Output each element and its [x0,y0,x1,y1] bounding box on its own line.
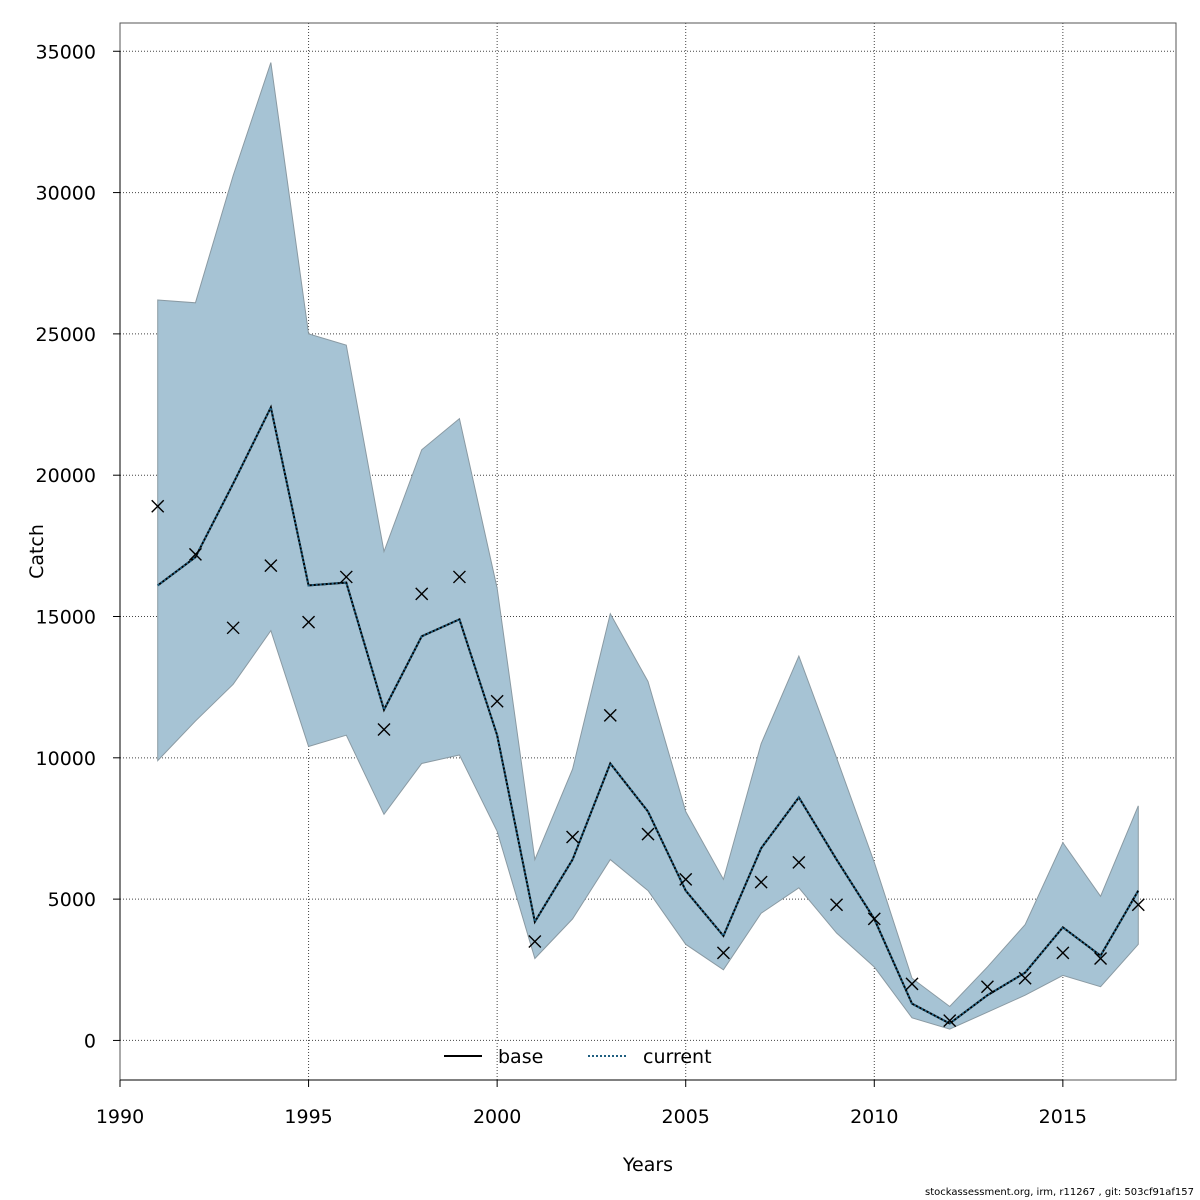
x-tick-label: 2010 [850,1106,898,1128]
observation-point [528,935,542,949]
observation-point [490,694,504,708]
legend-label-base: base [498,1046,543,1068]
observation-mark-stroke [151,499,165,513]
x-axis: 1990 1995 2000 2005 2010 2015 [96,1079,1087,1128]
y-tick-label: 5000 [48,889,96,911]
observation-mark-stroke [830,898,844,912]
observation-point [943,1014,957,1028]
observation-mark-stroke [1018,971,1032,985]
observation-mark-stroke [339,570,353,584]
observation-mark-stroke [792,855,806,869]
observation-mark-stroke [679,872,693,886]
observation-point [980,980,994,994]
observation-point [716,946,730,960]
observation-point [452,570,466,584]
observation-mark-stroke [943,1014,957,1028]
y-tick-label: 10000 [36,748,96,770]
observation-mark-stroke [188,547,202,561]
observation-mark-stroke [641,827,655,841]
x-tick-label: 2005 [662,1106,710,1128]
observation-mark-stroke [980,980,994,994]
observation-point [226,621,240,635]
observation-point [339,570,353,584]
observation-point [188,547,202,561]
y-axis-title: Catch [26,524,48,579]
y-tick-label: 35000 [36,41,96,63]
observation-point [1056,946,1070,960]
y-tick-label: 15000 [36,607,96,629]
y-tick-label: 25000 [36,324,96,346]
observation-mark-stroke [754,875,768,889]
x-axis-title: Years [622,1154,673,1176]
legend-label-current: current [643,1046,712,1068]
observation-mark-stroke [226,621,240,635]
observation-mark-stroke [716,946,730,960]
observation-mark-stroke [528,935,542,949]
y-axis: 0 5000 10000 15000 20000 25000 30000 35000 [36,41,121,1052]
observation-mark-stroke [603,708,617,722]
observation-mark-stroke [302,615,316,629]
observation-mark-stroke [415,587,429,601]
observation-point [264,559,278,573]
x-tick-label: 2015 [1039,1106,1087,1128]
observation-point [830,898,844,912]
observation-point [867,912,881,926]
observation-mark-stroke [264,559,278,573]
observation-point [754,875,768,889]
observation-point [566,830,580,844]
observation-mark-stroke [566,830,580,844]
observation-markers [151,499,1145,1028]
x-tick-label: 1990 [96,1106,144,1128]
observation-mark-stroke [1131,898,1145,912]
observation-point [415,587,429,601]
observation-point [679,872,693,886]
observation-point [302,615,316,629]
series-line-current [157,404,1140,1025]
legend: base current [444,1046,712,1068]
observation-mark-stroke [377,723,391,737]
observation-mark-stroke [905,977,919,991]
observation-point [1094,951,1108,965]
x-tick-label: 2000 [473,1106,521,1128]
y-tick-label: 0 [84,1030,96,1052]
observation-point [792,855,806,869]
x-tick-label: 1995 [284,1106,332,1128]
observation-mark-stroke [490,694,504,708]
observation-point [377,723,391,737]
observation-point [603,708,617,722]
observation-mark-stroke [867,912,881,926]
observation-point [151,499,165,513]
observation-mark-stroke [1056,946,1070,960]
y-tick-label: 30000 [36,183,96,205]
observation-mark-stroke [452,570,466,584]
observation-point [641,827,655,841]
footer-credit: stockassessment.org, irm, r11267 , git: … [924,1187,1194,1198]
observation-point [905,977,919,991]
observation-point [1018,971,1032,985]
confidence-band [157,62,1139,1030]
observation-point [1131,898,1145,912]
y-tick-label: 20000 [36,465,96,487]
observation-mark-stroke [1094,951,1108,965]
